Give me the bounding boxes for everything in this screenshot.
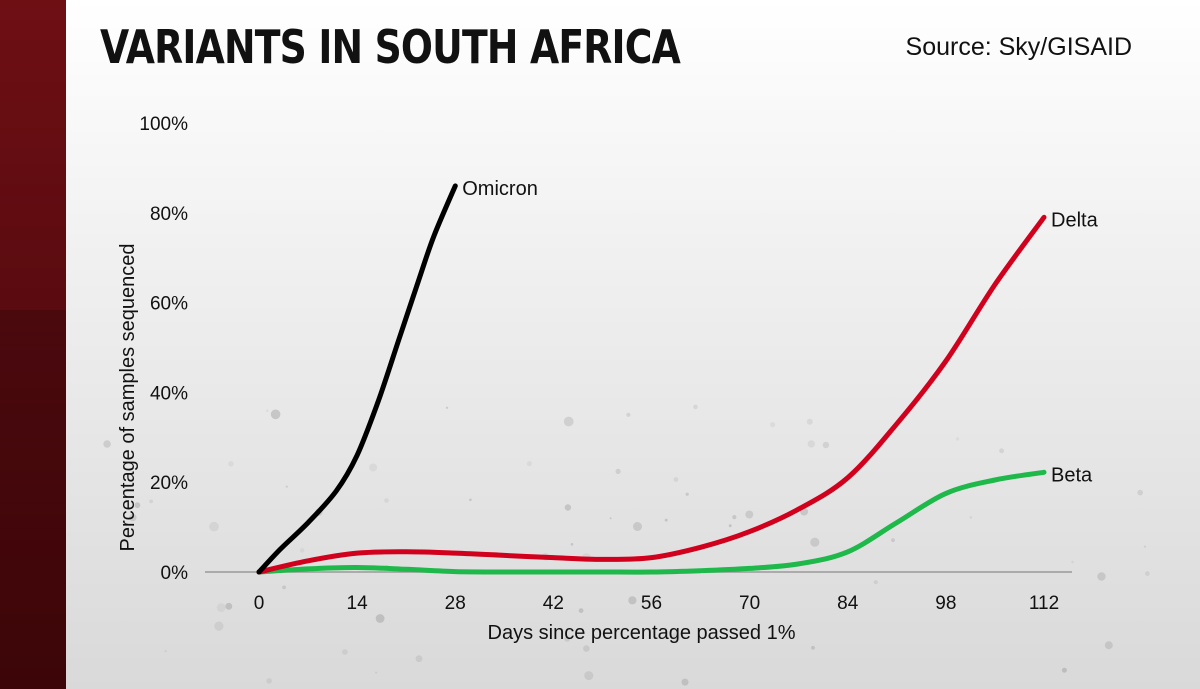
background-dot [134,502,141,509]
background-dot [1143,545,1147,548]
background-dot [891,538,895,543]
side-band [0,0,66,689]
background-dot [266,678,272,684]
background-dot [384,498,389,503]
background-dot [693,404,698,410]
series-lines [256,183,1047,575]
background-dot [1137,489,1143,496]
background-dot [214,621,224,631]
series-label-omicron: Omicron [462,178,538,200]
background-dot [810,537,820,547]
y-tick-label: 100% [139,114,188,135]
background-dot [583,645,590,652]
background-dot [265,409,269,413]
background-dot [270,409,281,420]
axis: 0 14 28 42 56 70 84 98 112 0% 20% 40% 60% 80% 100% [139,114,1072,614]
background-dot [469,498,472,502]
background-dot [445,406,449,409]
background-dot [526,461,533,467]
background-dot [745,510,754,519]
series-label-delta: Delta [1051,209,1099,231]
series-line-beta [256,469,1047,575]
x-tick-label: 0 [254,593,265,614]
background-dot [1061,667,1067,673]
background-dot [807,440,815,448]
background-dot [999,448,1004,454]
background-dot [285,485,288,488]
background-dot [149,499,154,504]
background-dot [671,632,681,642]
background-dot [216,603,226,612]
series-labels: Beta Delta Omicron [462,178,1098,486]
background-dot [681,678,689,686]
background-dot [564,504,572,511]
background-dot [564,636,570,642]
chart-title: VARIANTS IN SOUTH AFRICA [100,20,681,74]
background-dot [673,477,679,482]
y-tick-label: 0% [161,563,189,584]
background-dot [626,412,631,417]
x-axis-label: Days since percentage passed 1% [488,622,796,644]
x-tick-label: 56 [641,593,662,614]
series-line-delta [256,214,1047,575]
background-dot [685,492,689,496]
background-dot [822,441,830,449]
x-tick-label: 70 [739,593,760,614]
x-tick-label: 42 [543,593,564,614]
background-dot [103,440,111,448]
background-dot [415,655,423,663]
background-dot [342,649,348,655]
y-tick-label: 20% [150,473,188,494]
background-dot [282,585,286,590]
background-dot [728,524,732,528]
y-tick-label: 60% [150,294,188,315]
background-dot [209,521,219,532]
background-dot [369,463,378,472]
background-dot [129,513,137,522]
background-dot [578,608,584,613]
series-line-omicron [256,183,458,575]
background-dot [615,468,621,474]
background-dot [770,422,776,428]
background-dot [609,517,612,520]
background-dot [584,671,594,681]
background-dot [1104,641,1113,650]
background-dot [225,602,233,610]
background-dot [633,522,642,531]
background-dot [969,516,973,519]
background-dot [228,461,234,467]
background-dot [628,596,637,605]
source-credit: Source: Sky/GISAID [905,33,1132,61]
background-dot [806,418,813,425]
background-dot [955,437,960,441]
background-dot [1097,572,1106,581]
background-dot [873,580,878,585]
x-tick-label: 84 [837,593,859,614]
background-dot [375,671,378,674]
background-dot [811,645,815,650]
background-dot [664,518,668,522]
y-axis-label: Percentage of samples sequenced [117,244,139,552]
background-dot [570,543,574,546]
x-tick-label: 98 [935,593,956,614]
x-tick-label: 112 [1029,593,1059,614]
background-dots [103,404,1150,686]
background-dot [732,515,737,520]
y-tick-label: 80% [150,204,188,225]
y-tick-label: 40% [150,383,188,404]
x-tick-label: 28 [445,593,466,614]
background-dot [563,416,574,427]
background-dot [375,614,385,623]
background-dot [164,649,167,653]
background-dot [1145,571,1150,576]
background-dot [299,548,305,553]
background-dot [1071,560,1074,564]
x-tick-label: 14 [347,593,369,614]
series-label-beta: Beta [1051,464,1093,486]
